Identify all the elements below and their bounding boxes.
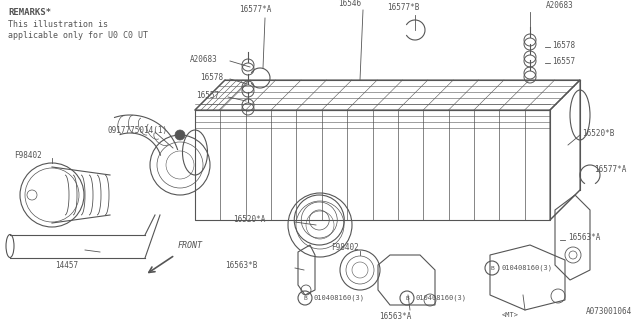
Circle shape bbox=[175, 130, 185, 140]
Text: 16577*B: 16577*B bbox=[387, 3, 419, 12]
Text: A073001064: A073001064 bbox=[586, 307, 632, 316]
Text: REMARKS*: REMARKS* bbox=[8, 8, 51, 17]
Text: 16577*A: 16577*A bbox=[239, 5, 271, 14]
Text: 16520*A: 16520*A bbox=[232, 215, 265, 225]
Text: 14457: 14457 bbox=[55, 260, 78, 269]
Text: 16557: 16557 bbox=[196, 91, 219, 100]
Text: 010408160(3): 010408160(3) bbox=[314, 295, 365, 301]
Text: 16578: 16578 bbox=[552, 41, 575, 50]
Text: 010408160(3): 010408160(3) bbox=[416, 295, 467, 301]
Text: FRONT: FRONT bbox=[178, 241, 203, 250]
Text: 16578: 16578 bbox=[200, 73, 223, 82]
Text: 16520*B: 16520*B bbox=[582, 129, 614, 138]
Text: A20683: A20683 bbox=[546, 1, 573, 10]
Text: 16577*A: 16577*A bbox=[594, 165, 627, 174]
Text: 0917775014(1): 0917775014(1) bbox=[108, 125, 168, 134]
Text: F98402: F98402 bbox=[14, 150, 42, 159]
Text: 16546: 16546 bbox=[339, 0, 362, 8]
Text: A20683: A20683 bbox=[190, 54, 218, 63]
Text: 16563*B: 16563*B bbox=[226, 261, 258, 270]
Text: This illustration is: This illustration is bbox=[8, 20, 108, 29]
Text: applicable only for U0 C0 UT: applicable only for U0 C0 UT bbox=[8, 31, 148, 40]
Text: B: B bbox=[405, 295, 409, 300]
Text: <MT>: <MT> bbox=[502, 312, 518, 318]
Text: 16563*A: 16563*A bbox=[568, 234, 600, 243]
Text: 010408160(3): 010408160(3) bbox=[501, 265, 552, 271]
Text: F98402: F98402 bbox=[331, 243, 359, 252]
Text: B: B bbox=[303, 295, 307, 300]
Text: B: B bbox=[490, 266, 494, 270]
Text: 16557: 16557 bbox=[552, 57, 575, 66]
Text: 16563*A: 16563*A bbox=[379, 312, 411, 320]
